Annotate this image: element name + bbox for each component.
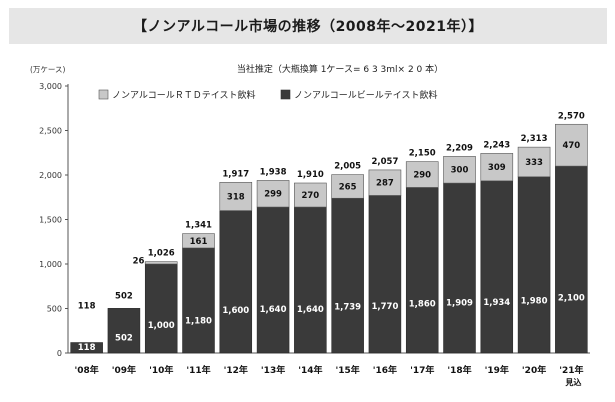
bar-beer-value-label: 1,000 (148, 321, 175, 331)
y-tick-label: 0 (57, 349, 62, 358)
bar-rtd-segment (331, 174, 364, 199)
bar-beer-value-label: 1,180 (185, 317, 212, 327)
x-category-label: '17年 (410, 364, 434, 376)
bar-rtd-segment (219, 181, 253, 211)
x-category-label: '20年 (522, 364, 546, 376)
bar-beer-segment (555, 165, 588, 354)
estimate-note: 当社推定（大瓶換算 1ケース= 6 3 3ml× 2 0 本） (237, 63, 443, 75)
bar-beer-segment (256, 206, 290, 354)
bar-beer-segment (480, 180, 514, 354)
bar-rtd-segment (555, 123, 588, 167)
bar-total-label: 1,917 (222, 169, 249, 179)
y-tick-label: 500 (47, 305, 62, 314)
y-unit-label: (万ケース) (30, 65, 66, 74)
bar-rtd-value-label: 290 (413, 171, 431, 181)
x-category-sublabel: 見込 (564, 377, 581, 387)
bar-total-label: 2,570 (558, 111, 585, 121)
bar-beer-value-label: 1,640 (260, 305, 287, 315)
x-category-label: '13年 (261, 364, 285, 376)
bar-beer-segment (368, 195, 402, 354)
bar-rtd-segment (144, 261, 178, 265)
bar-beer-value-label: 1,980 (521, 297, 548, 307)
title-bar: 【ノンアルコール市場の推移（2008年～2021年）】 (9, 8, 607, 44)
bar-total-label: 2,057 (371, 157, 398, 167)
bar-rtd-segment (517, 146, 551, 178)
legend-swatch-beer (280, 89, 291, 100)
bar-rtd-value-label: 300 (451, 166, 469, 176)
bar-rtd-value-label: 161 (190, 237, 208, 247)
x-category-label: '16年 (373, 364, 397, 376)
legend-swatch-rtd (98, 89, 109, 100)
bar-total-label: 2,243 (483, 140, 510, 150)
bar-rtd-segment (182, 233, 215, 249)
bar-total-label: 118 (78, 301, 96, 311)
legend-label-beer: ノンアルコールビールテイスト飲料 (294, 89, 437, 101)
bar-beer-value-label: 118 (78, 343, 96, 353)
rtd-2010-value-label: 26 (133, 257, 145, 267)
bar-rtd-value-label: 287 (376, 179, 394, 189)
bar-beer-segment (219, 210, 253, 354)
x-category-label: '18年 (447, 364, 471, 376)
bar-total-label: 1,910 (297, 170, 324, 180)
bar-beer-value-label: 1,600 (222, 306, 249, 316)
x-category-label: '12年 (224, 364, 248, 376)
bar-beer-segment (405, 187, 439, 354)
bar-rtd-value-label: 333 (525, 158, 543, 168)
y-tick-label: 2,500 (39, 127, 62, 136)
bar-rtd-value-label: 309 (488, 163, 506, 173)
bar-rtd-segment (443, 156, 476, 184)
bar-beer-segment (182, 247, 215, 354)
bar-beer-value-label: 502 (115, 333, 133, 343)
y-tick-label: 1,000 (39, 260, 62, 269)
x-category-label: '10年 (149, 364, 173, 376)
bar-rtd-segment (480, 153, 514, 182)
bar-rtd-segment (405, 161, 439, 188)
bar-total-label: 2,005 (334, 162, 361, 172)
bar-rtd-value-label: 299 (264, 190, 282, 200)
x-category-label: '09年 (112, 364, 136, 376)
bar-rtd-segment (368, 169, 402, 196)
x-category-label: '11年 (186, 364, 210, 376)
bar-beer-value-label: 1,739 (334, 303, 361, 313)
bar-rtd-segment (256, 180, 290, 208)
x-category-label: '15年 (336, 364, 360, 376)
bar-total-label: 1,341 (185, 221, 212, 231)
bar-beer-segment (443, 182, 476, 354)
bar-rtd-segment (294, 182, 327, 208)
bar-total-label: 502 (115, 291, 133, 301)
bar-rtd-value-label: 318 (227, 192, 245, 202)
x-category-label: '08年 (75, 364, 99, 376)
bar-beer-segment (144, 263, 178, 354)
bar-beer-value-label: 1,934 (483, 298, 510, 308)
bar-rtd-value-label: 265 (339, 182, 357, 192)
bar-beer-segment (107, 308, 141, 354)
bar-beer-segment (294, 206, 327, 354)
y-tick-label: 3,000 (39, 82, 62, 91)
bar-total-label: 1,938 (260, 167, 287, 177)
bar-beer-segment (70, 342, 103, 354)
bar-total-label: 2,209 (446, 143, 473, 153)
y-tick-label: 1,500 (39, 216, 62, 225)
bar-beer-value-label: 2,100 (558, 294, 585, 304)
x-category-label: '14年 (298, 364, 322, 376)
legend-label-rtd: ノンアルコールＲＴＤテイスト飲料 (112, 89, 255, 101)
bar-total-label: 2,313 (521, 134, 548, 144)
bar-beer-value-label: 1,640 (297, 305, 324, 315)
x-category-label: '19年 (485, 364, 509, 376)
bar-beer-value-label: 1,909 (446, 298, 473, 308)
bar-beer-value-label: 1,860 (409, 300, 436, 310)
bar-total-label: 1,026 (148, 249, 175, 259)
bar-rtd-value-label: 270 (301, 191, 319, 201)
bar-beer-value-label: 1,770 (371, 302, 398, 312)
x-category-label: '21年 (559, 364, 583, 376)
bar-total-label: 2,150 (409, 149, 436, 159)
bar-beer-segment (331, 197, 364, 354)
chart-title: 【ノンアルコール市場の推移（2008年～2021年）】 (132, 19, 483, 35)
y-tick-label: 2,000 (39, 171, 62, 180)
bar-beer-segment (517, 176, 551, 354)
bar-rtd-value-label: 470 (562, 141, 580, 151)
